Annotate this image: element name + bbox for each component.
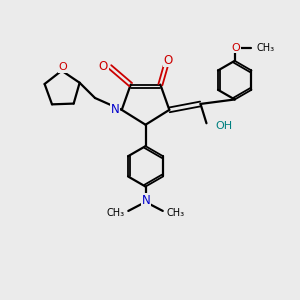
- Text: O: O: [163, 54, 172, 67]
- Text: CH₃: CH₃: [167, 208, 185, 218]
- Text: O: O: [59, 62, 68, 72]
- Text: O: O: [99, 60, 108, 73]
- Text: CH₃: CH₃: [256, 44, 274, 53]
- Text: N: N: [111, 103, 120, 116]
- Text: O: O: [232, 43, 241, 53]
- Text: N: N: [142, 194, 151, 207]
- Text: OH: OH: [215, 121, 232, 130]
- Text: CH₃: CH₃: [106, 208, 124, 218]
